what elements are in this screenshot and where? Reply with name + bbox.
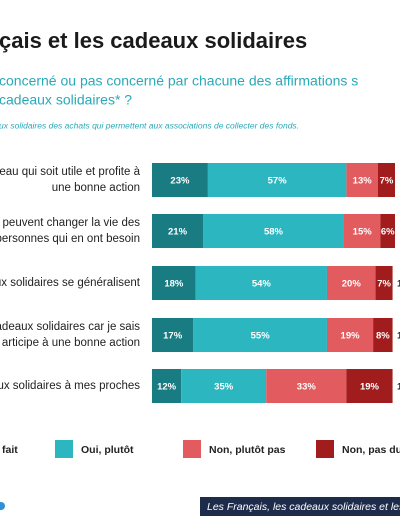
value-label: 21% <box>168 227 188 238</box>
value-label: 1 <box>397 279 400 290</box>
value-label: 19% <box>341 331 361 342</box>
bar-segment <box>152 369 182 403</box>
value-label: 7% <box>377 279 391 290</box>
value-label: 23% <box>170 176 190 187</box>
value-label: 20% <box>342 279 362 290</box>
footer-icon <box>0 502 5 510</box>
footer-text: Les Français, les cadeaux solidaires et … <box>207 501 400 513</box>
bar-segment <box>326 318 374 352</box>
value-label: 33% <box>297 382 317 393</box>
bar-segment <box>207 163 347 197</box>
bar-segment <box>326 266 376 300</box>
footnote: ux solidaires des achats qui permettent … <box>0 120 299 130</box>
bar-segment <box>375 266 393 300</box>
bar-segment <box>203 214 344 248</box>
bar-segment <box>152 163 208 197</box>
bar-segment <box>152 266 196 300</box>
bar-segment <box>393 266 395 300</box>
value-label: 13% <box>353 176 373 187</box>
value-label: 54% <box>252 279 272 290</box>
legend-label: Non, pas du <box>342 444 400 456</box>
value-label: 35% <box>214 382 234 393</box>
value-label: 55% <box>251 331 271 342</box>
bar-segment <box>393 318 395 352</box>
value-label: 58% <box>264 227 284 238</box>
value-label: 15% <box>353 227 373 238</box>
value-label: 19% <box>360 382 380 393</box>
subtitle: cadeaux solidaires* ? <box>0 92 132 108</box>
value-label: 1 <box>397 331 400 342</box>
category-label: eau qui soit utile et profite à <box>0 166 141 178</box>
category-label: ux solidaires à mes proches <box>0 380 140 392</box>
value-label: 18% <box>164 279 184 290</box>
bar-segment <box>377 163 395 197</box>
value-label: 12% <box>157 382 177 393</box>
category-label: ux solidaires se généralisent <box>0 277 141 289</box>
legend-label: fait <box>2 444 18 456</box>
category-label: peuvent changer la vie des <box>3 217 141 229</box>
chart-title: çais et les cadeaux solidaires <box>0 28 307 53</box>
legend-label: Non, plutôt pas <box>209 444 286 456</box>
value-label: 57% <box>268 176 288 187</box>
bar-segment <box>373 318 393 352</box>
bar-segment <box>266 369 347 403</box>
category-label: cadeaux solidaires car je sais <box>0 321 140 333</box>
bar-segment <box>181 369 267 403</box>
value-label: 6% <box>381 227 395 238</box>
footer-bar <box>200 497 400 516</box>
legend-swatch <box>55 440 73 458</box>
bar-segment <box>343 214 381 248</box>
bar-segment <box>195 266 327 300</box>
legend-swatch <box>183 440 201 458</box>
category-label: une bonne action <box>52 182 140 194</box>
value-label: 1 <box>397 382 400 393</box>
bar-segment <box>346 369 393 403</box>
value-label: 17% <box>163 331 183 342</box>
bar-segment <box>393 369 395 403</box>
legend-swatch <box>316 440 334 458</box>
legend-label: Oui, plutôt <box>81 444 134 456</box>
subtitle: concerné ou pas concerné par chacune des… <box>0 73 358 89</box>
bar-segment <box>152 318 194 352</box>
value-label: 8% <box>376 331 390 342</box>
value-label: 7% <box>380 176 394 187</box>
category-label: articipe à une bonne action <box>2 337 140 349</box>
bar-segment <box>346 163 378 197</box>
bar-segment <box>380 214 395 248</box>
category-label: personnes qui en ont besoin <box>0 233 140 245</box>
bar-segment <box>193 318 327 352</box>
bar-segment <box>152 214 204 248</box>
